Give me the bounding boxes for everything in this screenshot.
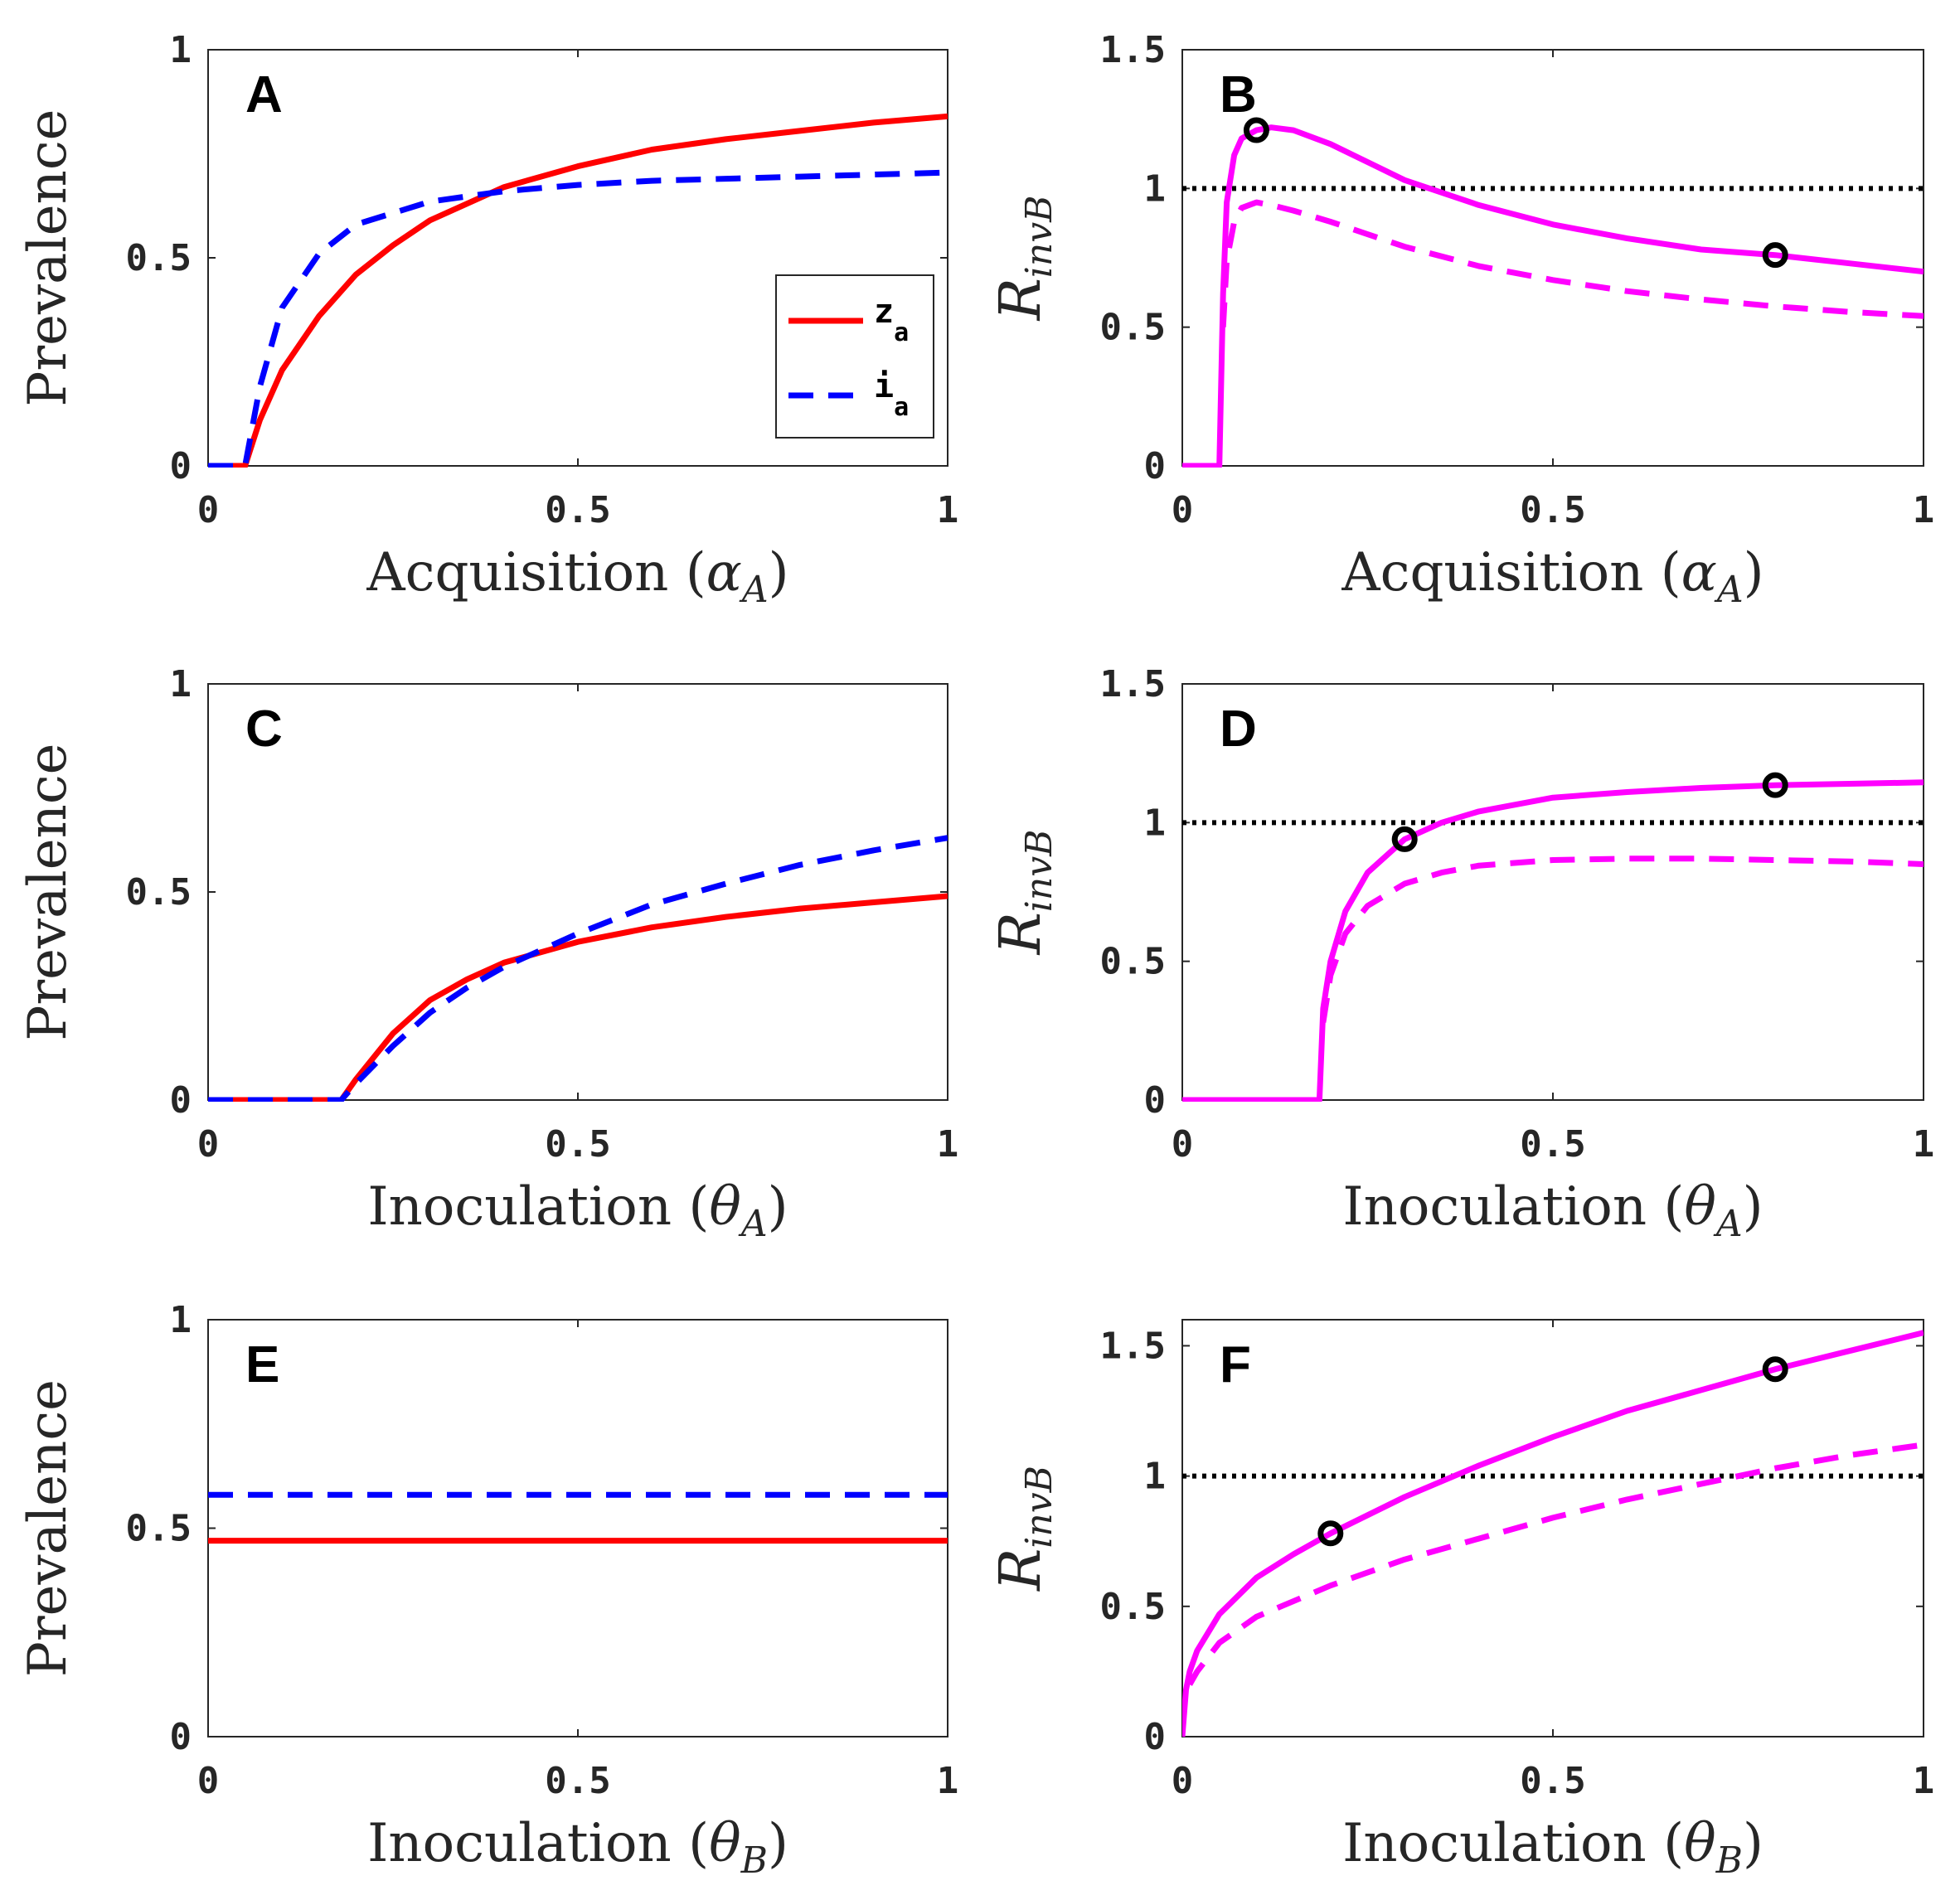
x-tick-label: 1 — [937, 1123, 959, 1166]
x-axis-label: Inoculation (θA) — [367, 1176, 788, 1245]
legend-box — [775, 274, 934, 439]
y-axis-label: Prevalence — [17, 109, 79, 406]
series-z-a-line — [208, 113, 948, 468]
plot-area — [1182, 1330, 1924, 1737]
x-tick-label: 1 — [1913, 489, 1935, 531]
marker-point — [1762, 242, 1788, 269]
y-tick-label: 0 — [170, 445, 192, 487]
y-tick-label: 1.5 — [1100, 29, 1166, 71]
x-tick-label: 0.5 — [1520, 489, 1585, 531]
legend-entry-label: za — [874, 293, 909, 347]
y-axis-label: RinvB — [988, 1466, 1060, 1592]
panel-label: D — [1220, 700, 1257, 758]
marker-point — [1762, 1356, 1788, 1383]
y-tick-label: 0.5 — [1100, 941, 1166, 983]
x-tick-label: 0.5 — [1520, 1123, 1585, 1166]
x-tick-label: 0.5 — [545, 1123, 610, 1166]
y-tick-label: 1.5 — [1100, 1325, 1166, 1367]
y-tick-label: 0 — [170, 1716, 192, 1758]
y-tick-label: 0.5 — [126, 1508, 192, 1550]
plot-area — [1182, 779, 1924, 1102]
legend-base: z — [874, 293, 894, 331]
axes-frame — [1181, 683, 1924, 1101]
x-axis-label: Acquisition (αA) — [366, 542, 788, 611]
x-tick-label: 0 — [1172, 489, 1194, 531]
x-tick-label: 0 — [197, 1123, 220, 1166]
panel-label: A — [245, 66, 283, 124]
panel-c: 0 0.5 1 0 0.5 1 Inoculation (θA) Prevalence C — [17, 663, 958, 1245]
axes-frame — [1181, 1319, 1924, 1737]
panel-f: 0 0.5 1 0 0.5 1 1.5 Inoculation (θB) RinvB F — [988, 1319, 1935, 1882]
y-tick-label: 0 — [1144, 1079, 1167, 1122]
marker-point — [1317, 1520, 1344, 1547]
x-axis-label: Acquisition (αA) — [1341, 542, 1764, 611]
legend-base: i — [874, 367, 894, 405]
series-dashed-line — [1320, 855, 1924, 1023]
x-axis-label: Inoculation (θA) — [1342, 1176, 1763, 1245]
x-axis-label: Inoculation (θB) — [367, 1813, 788, 1882]
y-tick-label: 1 — [1144, 167, 1167, 210]
series-i-a-line — [208, 169, 948, 468]
y-axis-label: RinvB — [988, 830, 1060, 957]
panel-label: F — [1220, 1336, 1251, 1393]
y-tick-label: 0.5 — [126, 237, 192, 279]
panel-label: C — [245, 700, 283, 758]
plot-area — [208, 835, 948, 1102]
series-solid-line — [1182, 124, 1924, 468]
series-i-a-line — [208, 835, 948, 1102]
x-tick-label: 0 — [1172, 1123, 1194, 1166]
y-tick-label: 1.5 — [1100, 663, 1166, 705]
y-tick-label: 0.5 — [126, 871, 192, 914]
panel-label: E — [245, 1336, 279, 1393]
x-tick-label: 0 — [197, 1760, 220, 1802]
y-tick-label: 1 — [170, 1299, 192, 1341]
series-solid-line — [1182, 779, 1924, 1102]
y-tick-label: 1 — [1144, 1456, 1167, 1498]
x-tick-label: 0.5 — [545, 489, 610, 531]
series-z-a-line — [208, 893, 948, 1102]
plot-area — [208, 1491, 948, 1544]
series-dashed-line — [1220, 199, 1924, 327]
y-axis-label: Prevalence — [17, 743, 79, 1040]
x-axis-label: Inoculation (θB) — [1342, 1813, 1764, 1882]
series-solid-line — [1182, 1330, 1924, 1737]
y-tick-label: 1 — [1144, 802, 1167, 844]
x-tick-label: 1 — [1913, 1760, 1935, 1802]
marker-point — [1391, 826, 1418, 852]
panel-b: 0 0.5 1 0 0.5 1 1.5 Acquisition (αA) RinvB B — [988, 29, 1934, 611]
x-tick-label: 0 — [197, 489, 220, 531]
panel-label: B — [1220, 66, 1257, 124]
plot-area — [1182, 124, 1924, 468]
axes-frame — [207, 683, 948, 1101]
plot-area — [208, 113, 948, 468]
x-tick-label: 1 — [1913, 1123, 1935, 1166]
y-tick-label: 0 — [1144, 445, 1167, 487]
y-tick-label: 1 — [170, 663, 192, 705]
x-tick-label: 1 — [937, 489, 959, 531]
series-dashed-line — [1186, 1442, 1924, 1686]
y-axis-label: RinvB — [988, 196, 1060, 322]
y-tick-label: 0 — [1144, 1716, 1167, 1758]
y-tick-label: 0.5 — [1100, 1586, 1166, 1628]
legend-subscript: a — [894, 318, 909, 347]
y-axis-label: Prevalence — [17, 1379, 79, 1677]
legend-entry-label: ia — [874, 367, 909, 422]
x-tick-label: 0 — [1172, 1760, 1194, 1802]
panel-e: 0 0.5 1 0 0.5 1 Inoculation (θB) Prevalence E — [17, 1299, 958, 1882]
marker-point — [1762, 772, 1788, 798]
x-tick-label: 1 — [937, 1760, 959, 1802]
x-tick-label: 0.5 — [1520, 1760, 1585, 1802]
y-tick-label: 0 — [170, 1079, 192, 1122]
x-tick-label: 0.5 — [545, 1760, 610, 1802]
axes-frame — [207, 1319, 948, 1737]
legend-subscript: a — [894, 393, 909, 422]
y-tick-label: 1 — [170, 29, 192, 71]
y-tick-label: 0.5 — [1100, 307, 1166, 349]
panel-d: 0 0.5 1 0 0.5 1 1.5 Inoculation (θA) RinvB D — [988, 663, 1934, 1245]
marker-point — [1243, 117, 1269, 143]
